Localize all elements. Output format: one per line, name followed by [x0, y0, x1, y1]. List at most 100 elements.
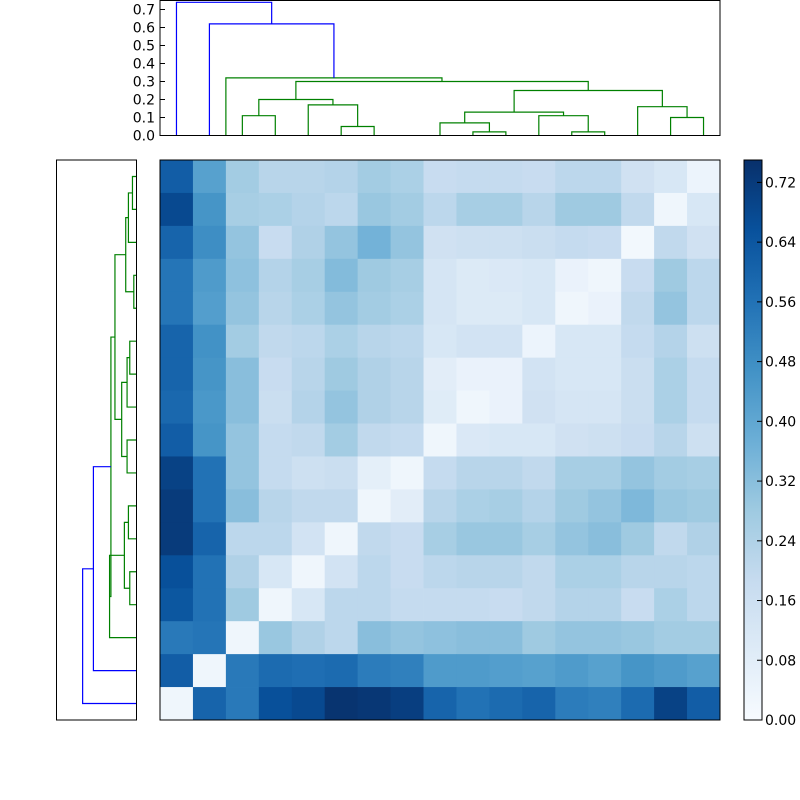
- heatmap-cell: [258, 357, 293, 391]
- heatmap-cell: [489, 621, 523, 655]
- heatmap-cell: [225, 588, 260, 622]
- heatmap-cell: [522, 489, 556, 523]
- heatmap-cell: [621, 522, 655, 556]
- heatmap-cell: [258, 192, 293, 227]
- heatmap-cell: [160, 489, 194, 523]
- heatmap-cell: [357, 588, 391, 622]
- heatmap-cell: [390, 456, 424, 490]
- heatmap-cell: [258, 687, 293, 721]
- heatmap-cell: [522, 423, 556, 457]
- heatmap-cell: [324, 687, 359, 721]
- heatmap-cell: [160, 324, 194, 359]
- heatmap-cell: [225, 192, 260, 227]
- heatmap-cell: [456, 258, 490, 293]
- heatmap-cell: [522, 258, 556, 293]
- heatmap-cell: [192, 654, 227, 688]
- heatmap-cell: [160, 522, 194, 556]
- heatmap-cell: [621, 555, 655, 589]
- heatmap-cell: [160, 390, 194, 424]
- heatmap-cell: [654, 160, 688, 194]
- heatmap-cell: [390, 588, 424, 622]
- heatmap-cell: [423, 258, 457, 293]
- heatmap-cell: [489, 324, 523, 359]
- heatmap-cell: [160, 555, 194, 589]
- heatmap-cell: [324, 225, 359, 260]
- heatmap-cell: [192, 225, 227, 260]
- colorbar-tick-label: 0.72: [765, 175, 796, 191]
- heatmap-cell: [423, 489, 457, 523]
- heatmap-cell: [225, 489, 260, 523]
- heatmap-cell: [588, 423, 622, 457]
- heatmap-cell: [456, 225, 490, 260]
- heatmap-cell: [489, 160, 523, 194]
- heatmap-cell: [357, 291, 391, 326]
- heatmap-cell: [225, 522, 260, 556]
- heatmap-cell: [555, 522, 589, 556]
- heatmap-cell: [258, 555, 293, 589]
- heatmap-cell: [324, 654, 359, 688]
- heatmap-cell: [390, 522, 424, 556]
- heatmap-cell: [555, 192, 589, 227]
- heatmap-cell: [555, 456, 589, 490]
- heatmap-cell: [324, 423, 359, 457]
- heatmap-cell: [621, 489, 655, 523]
- heatmap-cell: [390, 423, 424, 457]
- heatmap-cell: [654, 555, 688, 589]
- top-dendrogram-links: [175, 1, 705, 136]
- heatmap-cell: [423, 225, 457, 260]
- heatmap-cell: [324, 324, 359, 359]
- heatmap-cell: [291, 258, 326, 293]
- heatmap-cell: [291, 489, 326, 523]
- heatmap-cell: [489, 456, 523, 490]
- heatmap-cell: [687, 291, 721, 326]
- heatmap-cell: [423, 588, 457, 622]
- heatmap-cell: [225, 291, 260, 326]
- heatmap-cell: [324, 522, 359, 556]
- heatmap-cell: [654, 588, 688, 622]
- heatmap-cell: [522, 588, 556, 622]
- colorbar-tick-label: 0.08: [765, 653, 796, 669]
- left-dendrogram-panel: [56, 159, 137, 721]
- heatmap-cell: [522, 654, 556, 688]
- heatmap-cell: [357, 423, 391, 457]
- heatmap-cell: [324, 291, 359, 326]
- heatmap-cell: [687, 588, 721, 622]
- heatmap-cell: [522, 324, 556, 359]
- colorbar-tick-label: 0.24: [765, 534, 796, 550]
- heatmap-cell: [357, 324, 391, 359]
- heatmap-cell: [192, 456, 227, 490]
- heatmap-cell: [522, 192, 556, 227]
- heatmap-cell: [192, 192, 227, 227]
- heatmap-cell: [357, 225, 391, 260]
- heatmap-cell: [654, 192, 688, 227]
- heatmap-cell: [160, 225, 194, 260]
- heatmap-cell: [423, 390, 457, 424]
- heatmap-cell: [390, 324, 424, 359]
- heatmap-cell: [555, 225, 589, 260]
- heatmap-cell: [291, 654, 326, 688]
- heatmap-cell: [291, 160, 326, 194]
- heatmap-cell: [291, 555, 326, 589]
- heatmap-cell: [423, 654, 457, 688]
- heatmap-cell: [555, 160, 589, 194]
- heatmap-cell: [489, 390, 523, 424]
- heatmap-cell: [390, 160, 424, 194]
- heatmap-cell: [456, 423, 490, 457]
- heatmap-cell: [588, 160, 622, 194]
- heatmap-cell: [621, 654, 655, 688]
- heatmap-cell: [291, 456, 326, 490]
- heatmap-cell: [357, 160, 391, 194]
- heatmap-cell: [258, 324, 293, 359]
- heatmap-cell: [258, 291, 293, 326]
- heatmap-cell: [456, 324, 490, 359]
- heatmap-cell: [357, 390, 391, 424]
- heatmap-cell: [258, 258, 293, 293]
- heatmap-cell: [390, 555, 424, 589]
- heatmap-cell: [489, 192, 523, 227]
- heatmap-cell: [291, 225, 326, 260]
- heatmap-cell: [160, 291, 194, 326]
- heatmap-cell: [225, 390, 260, 424]
- heatmap-cell: [456, 357, 490, 391]
- heatmap-cell: [489, 522, 523, 556]
- top-dendrogram-link: [175, 1, 273, 136]
